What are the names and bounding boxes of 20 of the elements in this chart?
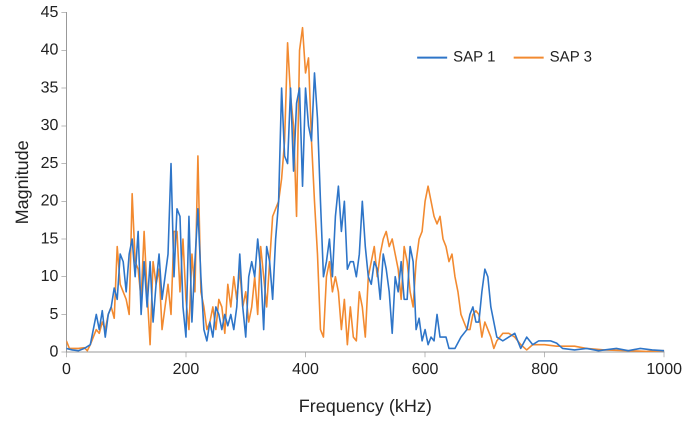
legend-label: SAP 3 <box>550 48 592 66</box>
y-tick-label: 20 <box>40 192 58 210</box>
y-tick-label: 0 <box>49 344 58 361</box>
x-tick-label: 600 <box>412 361 439 378</box>
y-tick-label: 10 <box>40 268 58 286</box>
x-tick-label: 1000 <box>646 361 682 378</box>
y-tick-label: 40 <box>40 42 58 59</box>
x-axis-title: Frequency (kHz) <box>298 396 432 416</box>
y-tick-label: 30 <box>40 117 58 134</box>
y-tick-label: 35 <box>40 79 58 96</box>
x-tick-label: 0 <box>62 361 71 378</box>
y-tick-label: 45 <box>40 4 58 22</box>
x-tick-label: 400 <box>292 361 319 378</box>
legend-label: SAP 1 <box>453 48 496 66</box>
y-tick-label: 15 <box>40 230 58 248</box>
x-tick-label: 200 <box>172 361 200 378</box>
y-tick-label: 5 <box>49 306 58 323</box>
y-tick-label: 25 <box>40 154 58 172</box>
x-tick-label: 800 <box>531 361 558 378</box>
y-axis-title: Magnitude <box>12 140 32 224</box>
